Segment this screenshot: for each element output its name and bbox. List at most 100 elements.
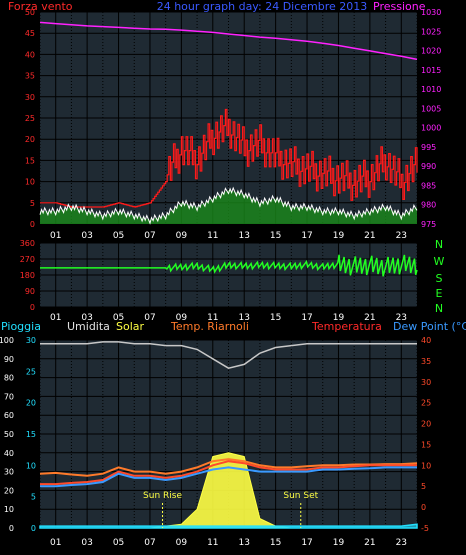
- x-tick-label: 23: [396, 538, 407, 548]
- x-tick-label: 01: [50, 231, 61, 241]
- legend-dewpoint: Dew Point (°C): [393, 320, 466, 333]
- x-tick-label: 05: [113, 313, 124, 323]
- y-tick-label: 40: [421, 336, 431, 345]
- y-tick-label: 35: [421, 357, 431, 366]
- legend-pioggia: Pioggia: [1, 320, 41, 333]
- y-tick-label: 0: [30, 220, 35, 229]
- wind-pressure-series: [39, 21, 418, 225]
- y-tick-label: 30: [25, 93, 35, 102]
- sun-rise-label: Sun Rise: [143, 491, 182, 501]
- y-tick-label: 995: [421, 143, 436, 152]
- x-tick-label: 23: [396, 313, 407, 323]
- y-tick-label: 360: [20, 239, 35, 248]
- y-tick-label: 10: [4, 505, 14, 514]
- wind-avg-line: [39, 186, 418, 225]
- y-tick-label: 50: [4, 430, 14, 439]
- y-tick-label: 975: [421, 220, 436, 229]
- x-tick-label: 07: [144, 313, 155, 323]
- x-tick-label: 13: [238, 313, 249, 323]
- y-tick-label: 0: [421, 503, 426, 512]
- y-tick-label: 1000: [421, 124, 441, 133]
- y-tick-label: 5: [421, 482, 426, 491]
- y-tick-label: 1015: [421, 66, 441, 75]
- wind-gust-line: [40, 108, 418, 208]
- humidity-line: [40, 341, 417, 370]
- y-tick-label: 0: [31, 524, 36, 533]
- x-tick-label: 03: [81, 231, 92, 241]
- y-tick-label: 15: [25, 156, 35, 165]
- temperature-axis-ticks: -5 0 5 10 15 20 25 30 35 40: [421, 336, 431, 533]
- humidity-axis-ticks: 0 5 10 15 20 25 30: [26, 336, 36, 533]
- y-tick-label: 20: [25, 135, 35, 144]
- x-tick-label: 09: [176, 313, 188, 323]
- direction-series: [40, 254, 418, 277]
- x-tick-label: 03: [81, 538, 92, 548]
- legend-temp-riarnoli: Temp. Riarnoli: [170, 320, 249, 333]
- direction-panel: 0 90 180 270 360 01 03 05 07 09 11 13 15 17 19 21 23 N …: [20, 238, 445, 323]
- dewpoint-line: [40, 466, 417, 488]
- x-tick-label: 11: [207, 538, 218, 548]
- x-tick-label: 11: [207, 313, 218, 323]
- y-tick-label: 25: [26, 367, 36, 376]
- y-tick-label: 40: [4, 449, 14, 458]
- x-tick-label: 17: [301, 313, 312, 323]
- chart-title: 24 hour graph day: 24 Dicembre 2013: [157, 0, 368, 13]
- y-tick-label: 0: [30, 303, 35, 312]
- y-tick-label: 100: [0, 336, 14, 345]
- x-tick-label: 05: [113, 538, 124, 548]
- y-tick-label: 1030: [421, 8, 441, 17]
- y-tick-label: 1025: [421, 27, 441, 36]
- y-tick-label: 1020: [421, 47, 441, 56]
- x-tick-label: 15: [270, 313, 281, 323]
- x-tick-label: 01: [50, 538, 61, 548]
- y-tick-label: 990: [421, 162, 436, 171]
- y-tick-label: 90: [4, 355, 14, 364]
- wind-x-ticks: 01 03 05 07 09 11 13 15 17 19 21 23: [50, 231, 407, 241]
- x-tick-label: 01: [50, 313, 61, 323]
- temp-riarnoli-line: [39, 458, 418, 477]
- compass-letter: N: [435, 302, 443, 315]
- y-tick-label: 20: [421, 420, 431, 429]
- x-tick-label: 15: [270, 538, 281, 548]
- x-tick-label: 13: [238, 231, 249, 241]
- y-tick-label: 20: [4, 486, 14, 495]
- wind-pressure-grid: [39, 11, 418, 225]
- x-tick-label: 17: [301, 231, 312, 241]
- rain-area: [39, 523, 418, 529]
- y-tick-label: 25: [25, 114, 35, 123]
- pressure-line: [39, 21, 418, 61]
- x-tick-label: 05: [113, 231, 124, 241]
- wind-axis-title: Forza vento: [8, 0, 73, 13]
- x-tick-label: 21: [364, 538, 375, 548]
- y-tick-label: 1005: [421, 104, 441, 113]
- y-tick-label: 985: [421, 181, 436, 190]
- y-tick-label: 980: [421, 201, 436, 210]
- compass-letter: N: [435, 238, 443, 251]
- pressure-axis-title: Pressione: [373, 0, 426, 13]
- x-tick-label: 21: [364, 313, 375, 323]
- x-tick-label: 15: [270, 231, 281, 241]
- temperature-line: [40, 460, 417, 486]
- legend-umidita: Umidita: [67, 320, 110, 333]
- rain-axis-ticks: 0 10 20 30 40 50 60 70 80 90 100: [0, 336, 14, 533]
- y-tick-label: 10: [26, 461, 36, 470]
- x-tick-label: 09: [176, 538, 188, 548]
- y-tick-label: 40: [25, 50, 35, 59]
- y-tick-label: 180: [20, 271, 35, 280]
- compass-letter: E: [436, 287, 443, 300]
- x-tick-label: 13: [238, 538, 249, 548]
- y-tick-label: 10: [421, 461, 431, 470]
- y-tick-label: 30: [26, 336, 36, 345]
- x-tick-label: 07: [144, 231, 155, 241]
- legend-solar: Solar: [116, 320, 145, 333]
- x-tick-label: 07: [144, 538, 155, 548]
- x-tick-label: 23: [396, 231, 407, 241]
- y-tick-label: 80: [4, 374, 14, 383]
- direction-x-ticks: 01 03 05 07 09 11 13 15 17 19 21 23: [50, 313, 407, 323]
- y-tick-label: -5: [421, 524, 429, 533]
- direction-grid: [39, 242, 418, 308]
- y-tick-label: 70: [4, 392, 14, 401]
